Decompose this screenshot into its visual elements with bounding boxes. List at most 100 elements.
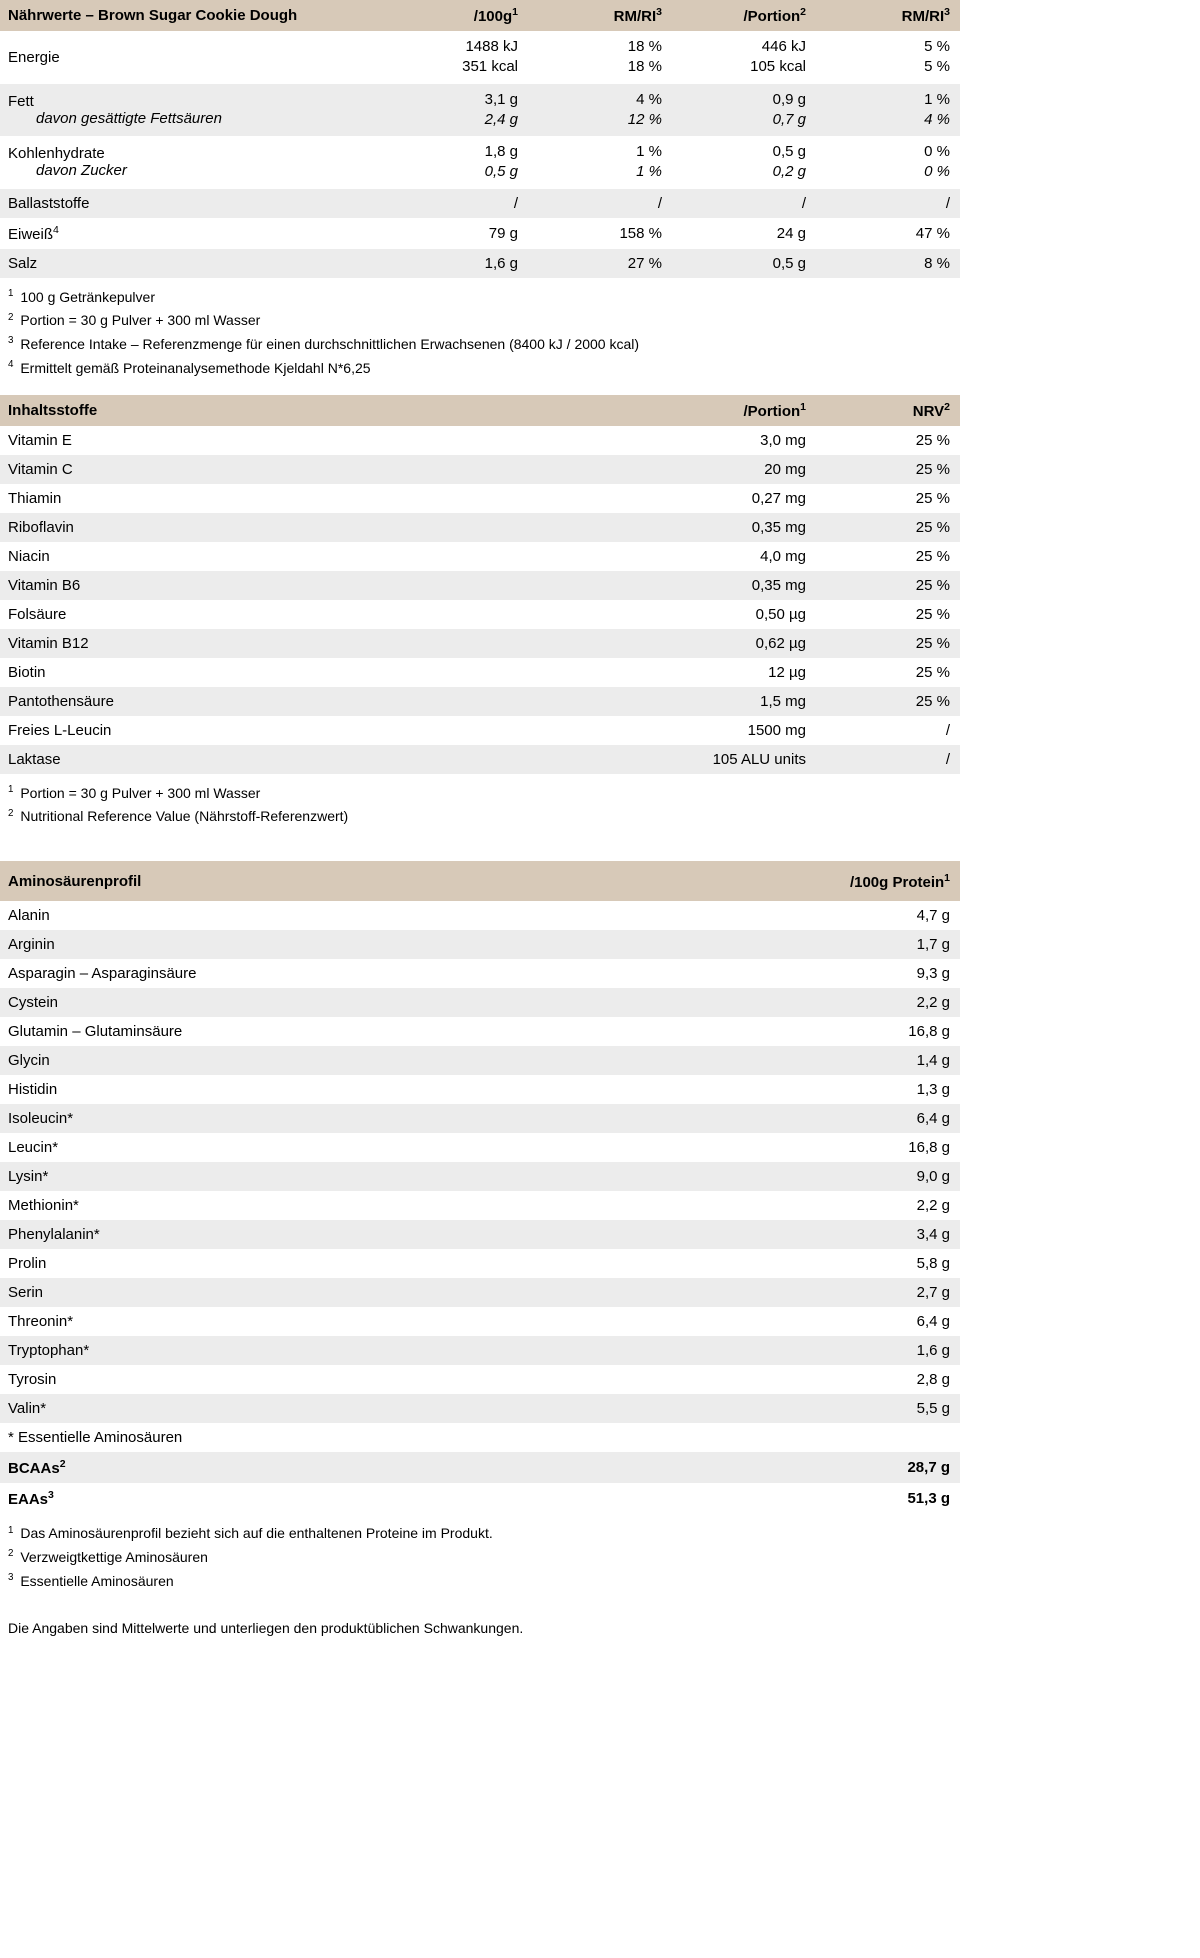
cell-value: 2,8 g (672, 1365, 960, 1394)
cell-value: 1,8 g0,5 g (384, 136, 528, 189)
cell-label: Folsäure (0, 600, 576, 629)
cell-label: Serin (0, 1278, 672, 1307)
table-row: Valin*5,5 g (0, 1394, 960, 1423)
cell-value: 5,8 g (672, 1249, 960, 1278)
cell-value: 25 % (816, 426, 960, 455)
bcaa-label: BCAAs2 (0, 1452, 672, 1483)
cell-value: 25 % (816, 600, 960, 629)
cell-value: 5,5 g (672, 1394, 960, 1423)
table-row: Thiamin0,27 mg25 % (0, 484, 960, 513)
cell-value: / (528, 189, 672, 218)
cell-value: 3,1 g2,4 g (384, 84, 528, 137)
cell-value: 4 %12 % (528, 84, 672, 137)
footnote-text: Verzweigtkettige Aminosäuren (20, 1549, 208, 1565)
col-rm2: RM/RI3 (816, 0, 960, 31)
essential-note: * Essentielle Aminosäuren (0, 1423, 960, 1452)
table-row: Lysin*9,0 g (0, 1162, 960, 1191)
cell-value: 0,62 µg (576, 629, 816, 658)
cell-label: Arginin (0, 930, 672, 959)
ingredients-header-row: Inhaltsstoffe /Portion1 NRV2 (0, 395, 960, 426)
cell-value: 18 %18 % (528, 31, 672, 84)
cell-value: / (384, 189, 528, 218)
cell-value: 6,4 g (672, 1307, 960, 1336)
cell-value: 79 g (384, 218, 528, 249)
cell-value: 9,3 g (672, 959, 960, 988)
cell-value: 1,4 g (672, 1046, 960, 1075)
cell-value: 25 % (816, 513, 960, 542)
cell-value: 1500 mg (576, 716, 816, 745)
table-row: Biotin12 µg25 % (0, 658, 960, 687)
footnote-text: Essentielle Aminosäuren (20, 1573, 173, 1589)
footnote-text: Reference Intake – Referenzmenge für ein… (20, 336, 639, 352)
cell-value: 1,6 g (672, 1336, 960, 1365)
cell-value: 1 %1 % (528, 136, 672, 189)
cell-label: Methionin* (0, 1191, 672, 1220)
col-rm1: RM/RI3 (528, 0, 672, 31)
eaa-label: EAAs3 (0, 1483, 672, 1514)
cell-value: 1488 kJ351 kcal (384, 31, 528, 84)
col-nrv: NRV2 (816, 395, 960, 426)
table-row: Cystein2,2 g (0, 988, 960, 1017)
table-row: Kohlenhydrate davon Zucker 1,8 g0,5 g 1 … (0, 136, 960, 189)
cell-label: Salz (0, 249, 384, 278)
table-row: Niacin4,0 mg25 % (0, 542, 960, 571)
table-row: Serin2,7 g (0, 1278, 960, 1307)
cell-label: Phenylalanin* (0, 1220, 672, 1249)
cell-value: / (816, 189, 960, 218)
cell-label: Tyrosin (0, 1365, 672, 1394)
table-row: Tyrosin2,8 g (0, 1365, 960, 1394)
cell-value: 8 % (816, 249, 960, 278)
cell-value: / (672, 189, 816, 218)
col-portion: /Portion1 (576, 395, 816, 426)
cell-value: 47 % (816, 218, 960, 249)
table-row: Energie 1488 kJ351 kcal 18 %18 % 446 kJ1… (0, 31, 960, 84)
table-row: Tryptophan*1,6 g (0, 1336, 960, 1365)
cell-value: 0,5 g0,2 g (672, 136, 816, 189)
cell-label: Thiamin (0, 484, 576, 513)
cell-label: Cystein (0, 988, 672, 1017)
ingredients-table: Inhaltsstoffe /Portion1 NRV2 Vitamin E3,… (0, 395, 960, 774)
cell-value: 25 % (816, 687, 960, 716)
cell-label: Niacin (0, 542, 576, 571)
table-row: Vitamin B60,35 mg25 % (0, 571, 960, 600)
cell-label: Isoleucin* (0, 1104, 672, 1133)
cell-value: 1,5 mg (576, 687, 816, 716)
nutrition-footnotes: 1 100 g Getränkepulver 2 Portion = 30 g … (0, 278, 960, 395)
footnote-text: Portion = 30 g Pulver + 300 ml Wasser (20, 312, 260, 328)
cell-label: Threonin* (0, 1307, 672, 1336)
cell-label: Vitamin C (0, 455, 576, 484)
cell-value: 24 g (672, 218, 816, 249)
ingredients-footnotes: 1 Portion = 30 g Pulver + 300 ml Wasser … (0, 774, 960, 844)
cell-label: Riboflavin (0, 513, 576, 542)
table-row: Histidin1,3 g (0, 1075, 960, 1104)
cell-value: 25 % (816, 455, 960, 484)
cell-value: 25 % (816, 629, 960, 658)
amino-title: Aminosäurenprofil (0, 861, 672, 901)
cell-label: Energie (0, 31, 384, 84)
cell-label: Eiweiß4 (0, 218, 384, 249)
table-row: Laktase105 ALU units/ (0, 745, 960, 774)
nutrition-title: Nährwerte – Brown Sugar Cookie Dough (0, 0, 384, 31)
footnote-text: Nutritional Reference Value (Nährstoff-R… (20, 808, 348, 824)
cell-label: Lysin* (0, 1162, 672, 1191)
table-row: Leucin*16,8 g (0, 1133, 960, 1162)
cell-value: 0,35 mg (576, 571, 816, 600)
footnote-text: Ermittelt gemäß Proteinanalysemethode Kj… (20, 360, 370, 376)
cell-value: 3,0 mg (576, 426, 816, 455)
cell-label: Asparagin – Asparaginsäure (0, 959, 672, 988)
cell-value: 25 % (816, 542, 960, 571)
footnote-text: Portion = 30 g Pulver + 300 ml Wasser (20, 785, 260, 801)
cell-value: 158 % (528, 218, 672, 249)
cell-value: 27 % (528, 249, 672, 278)
cell-value: 0,27 mg (576, 484, 816, 513)
cell-value: 6,4 g (672, 1104, 960, 1133)
cell-label: Pantothensäure (0, 687, 576, 716)
cell-label: Histidin (0, 1075, 672, 1104)
table-row: Freies L-Leucin1500 mg/ (0, 716, 960, 745)
cell-value: 3,4 g (672, 1220, 960, 1249)
table-row: Prolin5,8 g (0, 1249, 960, 1278)
table-row: Eiweiß4 79 g 158 % 24 g 47 % (0, 218, 960, 249)
nutrition-table: Nährwerte – Brown Sugar Cookie Dough /10… (0, 0, 960, 278)
cell-value: 25 % (816, 484, 960, 513)
cell-value: 105 ALU units (576, 745, 816, 774)
